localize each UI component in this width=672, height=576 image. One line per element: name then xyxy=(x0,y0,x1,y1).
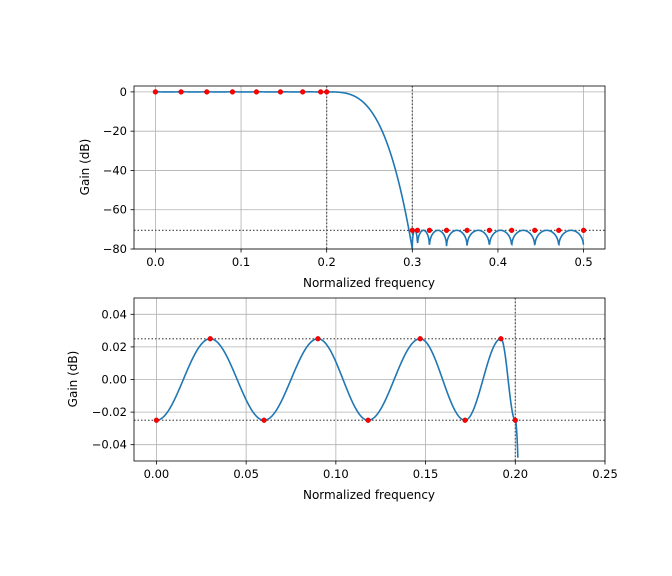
top-x-axis-label: Normalized frequency xyxy=(303,276,435,290)
bottom-x-tick-label: 0.10 xyxy=(323,467,349,481)
top-marker-point xyxy=(486,227,493,233)
top-x-tick-label: 0.5 xyxy=(574,255,592,269)
bottom-marker-point xyxy=(498,336,504,342)
top-marker-point xyxy=(277,89,284,95)
top-y-tick-label: −80 xyxy=(103,242,127,256)
top-marker-point xyxy=(509,227,515,233)
top-marker-point xyxy=(152,89,159,95)
bottom-y-axis-label: Gain (dB) xyxy=(66,351,80,408)
bottom-marker-point xyxy=(417,336,423,342)
chart-top-magnitude: Normalized frequency Gain (dB) xyxy=(78,139,435,290)
top-y-tick-label: −20 xyxy=(103,124,127,138)
bottom-y-tick-label: −0.04 xyxy=(92,438,127,452)
top-x-tick-label: 0.2 xyxy=(318,255,336,269)
bottom-x-tick-label: 0.20 xyxy=(502,467,528,481)
top-marker-point xyxy=(556,227,562,233)
bottom-y-tick-label: 0.02 xyxy=(101,340,127,354)
top-plot-area: 0.0 0.1 0.2 0.3 0.4 0.5 0 −20 −40 −60 −80 xyxy=(103,85,606,269)
top-axes-frame xyxy=(133,85,606,250)
top-series-line xyxy=(155,91,585,249)
bottom-series-line xyxy=(156,337,519,458)
top-marker-point xyxy=(409,227,415,233)
top-marker-point xyxy=(580,227,587,233)
top-marker-point xyxy=(414,227,421,233)
top-marker-point xyxy=(532,227,538,233)
bottom-marker-point xyxy=(207,336,213,342)
top-x-tick-label: 0.3 xyxy=(403,255,421,269)
top-y-tick-label: 0 xyxy=(120,85,127,99)
bottom-y-tick-label: 0.04 xyxy=(101,307,127,321)
bottom-marker-point xyxy=(462,417,468,423)
top-marker-point xyxy=(253,89,260,95)
top-marker-point xyxy=(324,89,330,95)
bottom-x-tick-label: 0.05 xyxy=(233,467,259,481)
bottom-x-tick-label: 0.15 xyxy=(413,467,439,481)
top-marker-point xyxy=(229,89,236,95)
top-marker-point xyxy=(443,227,450,233)
top-marker-point xyxy=(300,89,306,95)
bottom-x-tick-label: 0.00 xyxy=(144,467,170,481)
bottom-x-tick-label: 0.25 xyxy=(592,467,618,481)
bottom-y-tick-label: −0.02 xyxy=(92,405,127,419)
top-marker-point xyxy=(318,89,324,95)
bottom-marker-point xyxy=(365,417,371,423)
bottom-marker-point xyxy=(153,417,160,423)
bottom-marker-point xyxy=(315,336,321,342)
bottom-plot-area: 0.00 0.05 0.10 0.15 0.20 0.25 0.04 0.02 0.00 −0.0… xyxy=(92,297,618,481)
top-x-tick-label: 0.1 xyxy=(232,255,250,269)
top-x-tick-label: 0.0 xyxy=(146,255,164,269)
bottom-x-axis-label: Normalized frequency xyxy=(303,488,435,502)
top-y-tick-label: −60 xyxy=(103,203,127,217)
top-x-tick-label: 0.4 xyxy=(489,255,507,269)
top-marker-point xyxy=(464,227,470,233)
top-y-tick-label: −40 xyxy=(103,163,127,177)
bottom-marker-point xyxy=(261,417,267,423)
top-marker-point xyxy=(426,227,433,233)
bottom-y-tick-label: 0.00 xyxy=(101,373,127,387)
top-y-axis-label: Gain (dB) xyxy=(78,139,92,196)
top-marker-point xyxy=(204,89,210,95)
top-marker-point xyxy=(178,89,184,95)
bottom-marker-point xyxy=(512,417,518,423)
chart-bottom-passband-ripple: Normalized frequency Gain (dB) xyxy=(66,351,435,502)
